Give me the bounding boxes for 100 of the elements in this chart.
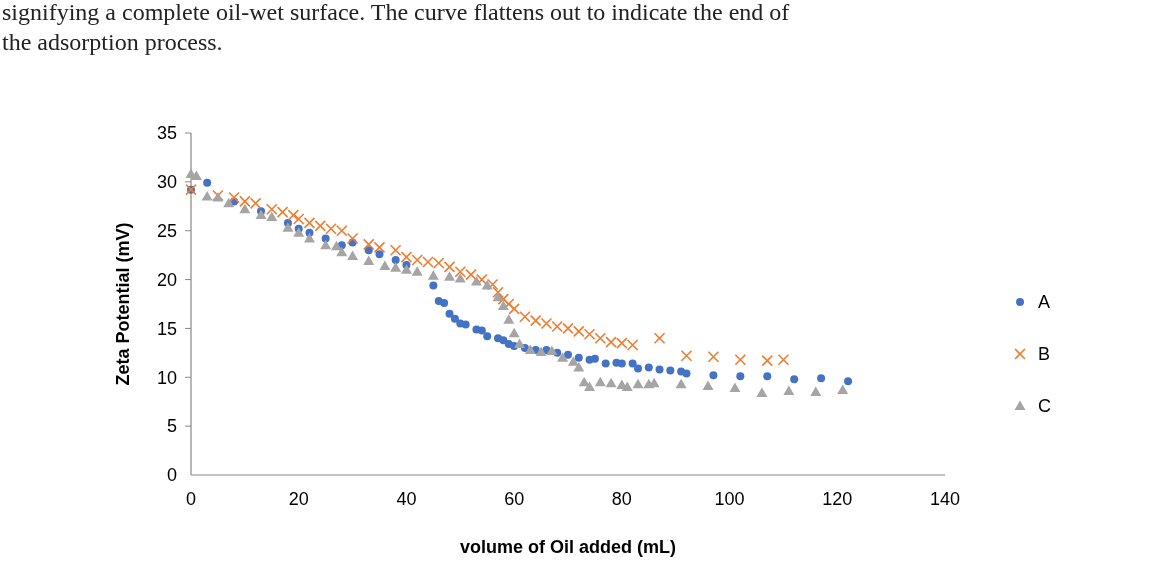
- point: [756, 387, 768, 397]
- point: [605, 377, 617, 388]
- point: [736, 372, 745, 381]
- legend-label: B: [1038, 344, 1051, 365]
- point: [634, 364, 643, 373]
- point: [584, 381, 596, 392]
- point: [481, 279, 493, 290]
- y-tick-label: 20: [156, 269, 177, 290]
- point: [477, 326, 486, 335]
- point: [282, 222, 294, 232]
- point: [476, 273, 488, 286]
- point: [567, 356, 579, 366]
- point: [201, 191, 213, 201]
- x-tick-label: 20: [288, 489, 309, 509]
- point: [783, 385, 795, 395]
- legend-label: C: [1038, 396, 1051, 417]
- point: [223, 197, 235, 208]
- point: [470, 276, 482, 286]
- point: [190, 170, 202, 180]
- point: [444, 271, 456, 281]
- point: [443, 261, 456, 273]
- x-tick-label: 80: [611, 489, 632, 509]
- point: [411, 266, 423, 276]
- point: [709, 371, 718, 380]
- point: [707, 350, 720, 363]
- point: [594, 332, 607, 344]
- point: [255, 209, 267, 220]
- y-tick-label: 5: [166, 416, 177, 437]
- point: [777, 353, 790, 366]
- point: [454, 273, 466, 283]
- point: [429, 281, 438, 290]
- point: [346, 232, 359, 245]
- point: [400, 264, 412, 274]
- point: [508, 327, 520, 338]
- point: [228, 191, 240, 204]
- point: [621, 381, 633, 392]
- point: [632, 378, 644, 389]
- point: [702, 380, 714, 391]
- y-tick-label: 10: [156, 367, 177, 388]
- point: [508, 303, 520, 315]
- point: [837, 384, 849, 394]
- point: [303, 233, 315, 243]
- point: [680, 349, 693, 362]
- point: [497, 293, 510, 305]
- point: [810, 386, 822, 396]
- point: [363, 255, 375, 266]
- x-tick-label: 100: [714, 489, 745, 509]
- point: [817, 374, 826, 383]
- point: [203, 178, 212, 187]
- point: [336, 246, 348, 257]
- x-axis-title: volume of Oil added (mL): [459, 537, 677, 557]
- y-tick-label: 0: [166, 465, 177, 486]
- point: [239, 203, 251, 214]
- point: [364, 246, 373, 255]
- point: [564, 350, 572, 359]
- legend-label: A: [1038, 292, 1051, 313]
- y-tick-label: 35: [156, 123, 177, 144]
- point: [379, 260, 391, 270]
- point: [844, 377, 853, 386]
- point: [761, 354, 774, 367]
- point: [375, 250, 384, 259]
- point: [330, 240, 342, 251]
- point: [499, 336, 508, 345]
- point: [492, 291, 504, 302]
- point: [557, 352, 569, 362]
- x-tick-label: 120: [822, 489, 853, 509]
- point: [655, 365, 664, 374]
- y-tick-label: 15: [156, 318, 177, 339]
- point: [492, 286, 504, 299]
- point: [293, 227, 305, 237]
- point: [524, 344, 536, 354]
- y-tick-label: 25: [156, 221, 177, 242]
- point: [682, 369, 691, 378]
- point: [594, 376, 606, 387]
- point: [628, 359, 637, 368]
- point: [514, 338, 526, 349]
- point: [617, 359, 626, 368]
- point: [483, 332, 492, 341]
- point: [790, 375, 799, 384]
- x-tick-label: 60: [504, 489, 525, 509]
- point: [519, 310, 531, 323]
- point: [389, 244, 402, 257]
- point: [644, 363, 653, 372]
- point: [445, 309, 454, 318]
- point: [546, 345, 558, 355]
- point: [503, 314, 515, 324]
- y-tick-label: 30: [156, 172, 177, 193]
- point: [734, 353, 747, 366]
- point: [675, 378, 687, 389]
- point: [574, 353, 583, 362]
- point: [292, 213, 305, 225]
- point: [347, 250, 359, 261]
- point: [601, 359, 610, 368]
- point: [450, 314, 459, 323]
- point: [653, 332, 666, 344]
- point: [391, 256, 400, 265]
- point: [729, 382, 741, 393]
- point: [440, 299, 449, 308]
- point: [461, 320, 470, 329]
- point: [320, 239, 332, 250]
